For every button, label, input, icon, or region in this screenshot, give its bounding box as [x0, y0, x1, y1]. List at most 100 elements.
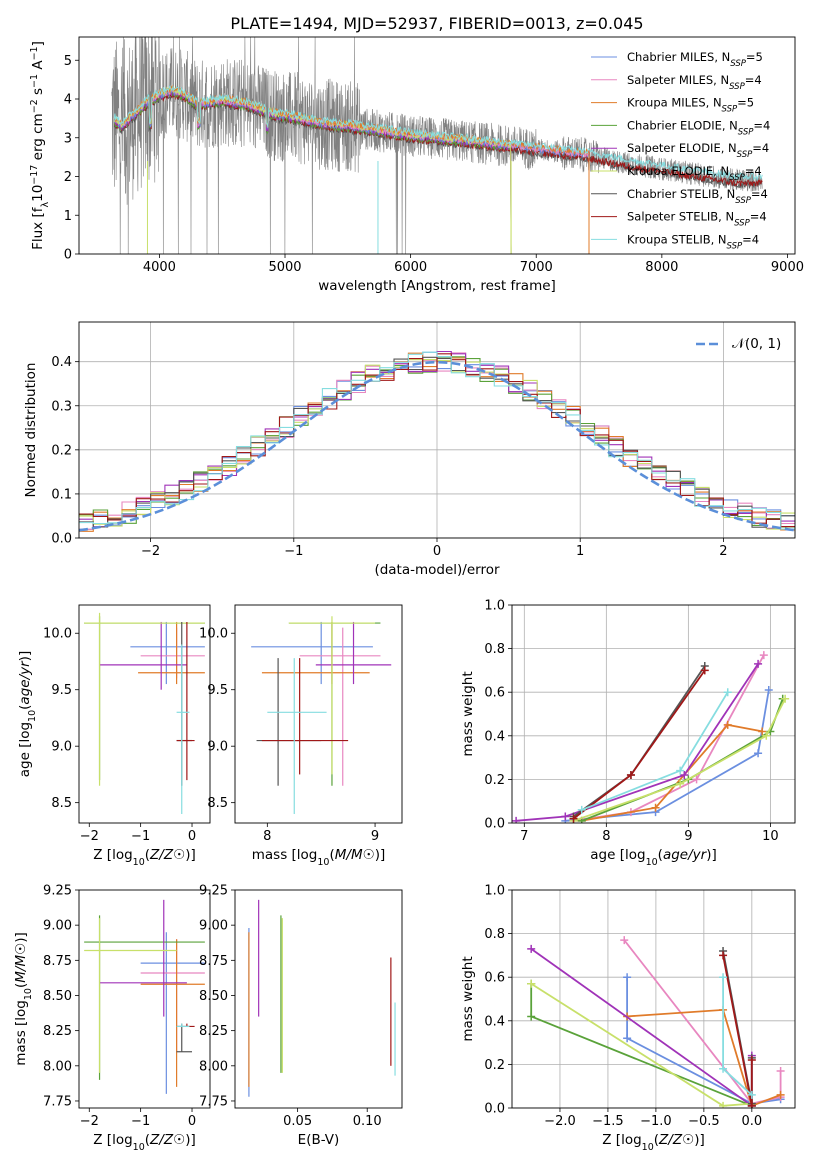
legend-label-main: Chabrier MILES, N: [627, 50, 730, 64]
y-tick-label: 1: [64, 209, 72, 224]
y-tick-label: 8.75: [43, 954, 72, 969]
axes-frame: [511, 604, 796, 824]
mass-weight-kroupa-elodie-line: [573, 698, 787, 822]
mass-weight-salpeter-elodie-line: [516, 663, 759, 822]
panel-mass-vs-Z: −2 −1 07.758.008.258.508.759.009.25Z [log1…: [13, 884, 211, 1153]
x-axis-label: age [log10(age/yr)]: [590, 847, 716, 868]
y-tick-label: 0.4: [484, 729, 505, 744]
y-tick-label: 8.5: [51, 796, 72, 811]
x-tick-label: −2: [80, 829, 99, 844]
y-tick-label: 1.0: [484, 884, 505, 899]
legend-label-main: Salpeter ELODIE, N: [627, 141, 737, 155]
x-axis-label-part: )]: [185, 847, 196, 863]
mass-weight-chabrier-miles-marker: [623, 1034, 632, 1043]
x-axis-label-part: )]: [694, 1132, 705, 1148]
y-axis-label: mass weight: [460, 671, 476, 756]
legend-label-suffix: =5: [737, 96, 754, 110]
mass-weight-kroupa-stelib-marker: [719, 1064, 728, 1073]
mass-weight-salpeter-miles-marker: [692, 775, 701, 784]
x-tick-label: 9000: [771, 260, 804, 275]
mass-weight-chabrier-miles-marker: [764, 686, 773, 695]
legend-label-main: Chabrier STELIB, N: [627, 187, 735, 201]
mass-weight-kroupa-stelib-marker: [747, 1090, 756, 1099]
y-tick-label: 9.0: [207, 740, 228, 755]
y-tick-label: 2: [64, 170, 72, 185]
legend-label-main: Kroupa STELIB, N: [627, 232, 727, 246]
y-tick-label: 0.6: [484, 686, 505, 701]
mass-weight-chabrier-miles-line: [626, 977, 781, 1105]
x-axis-label-part: (: [145, 1132, 150, 1148]
x-axis-label-part: Z/Z☉: [149, 1132, 185, 1148]
y-tick-label: 0.8: [484, 642, 505, 657]
mass-weight-salpeter-stelib-marker: [747, 1101, 756, 1108]
x-tick-label: −0.5: [688, 1114, 720, 1129]
x-tick-label: 6000: [394, 260, 427, 275]
axes-frame: [511, 889, 796, 1109]
mass-weight-chabrier-elodie-line: [581, 698, 784, 822]
mass-weight-kroupa-miles-line: [581, 723, 763, 822]
y-tick-label: 8.50: [199, 989, 228, 1004]
y-axis-label-part: −17: [29, 165, 40, 185]
plot-area: [79, 322, 795, 538]
x-tick-label: 2: [719, 544, 727, 559]
x-axis-label-part: )]: [706, 847, 717, 863]
x-tick-label: 0.0: [741, 1114, 762, 1129]
mass-weight-salpeter-stelib-line: [572, 669, 706, 820]
y-tick-label: 9.25: [199, 884, 228, 899]
x-tick-label: −1: [131, 829, 150, 844]
y-tick-label: 4: [64, 93, 72, 108]
axes-frame: [234, 889, 403, 1109]
mass-weight-kroupa-stelib-marker: [719, 973, 728, 982]
mass-weight-kroupa-elodie-marker: [719, 1101, 728, 1108]
mass-weight-kroupa-miles-line: [627, 1008, 781, 1107]
legend-label-suffix: =4: [742, 232, 759, 246]
x-tick-label: 10: [762, 829, 779, 844]
legend-label: Kroupa ELODIE, NSSP=4: [627, 164, 762, 183]
legend-label-sub: SSP: [735, 196, 751, 206]
y-axis-label-part: 10: [30, 185, 46, 202]
legend-label-main: Chabrier ELODIE, N: [627, 118, 738, 132]
x-tick-label: −1.0: [640, 1114, 672, 1129]
x-tick-label: 0: [188, 1114, 196, 1129]
legend-label-sub: SSP: [730, 59, 746, 69]
mass-weight-salpeter-elodie-marker: [527, 944, 536, 953]
plot-area: [84, 899, 205, 1094]
legend-label-suffix: =4: [750, 210, 767, 224]
x-tick-label: −2.0: [544, 1114, 576, 1129]
x-axis-label-part: E(B-V): [298, 1132, 340, 1148]
y-axis-label-part: M/M☉: [13, 943, 29, 983]
legend-label: Kroupa MILES, NSSP=5: [627, 96, 754, 115]
x-tick-label: 0.10: [353, 1114, 382, 1129]
x-tick-label: 9: [371, 829, 379, 844]
mass-weight-salpeter-elodie-marker: [512, 816, 521, 823]
y-tick-label: 10.0: [199, 627, 228, 642]
x-axis-label: Z [log10(Z/Z☉)]: [93, 847, 195, 868]
plot-area: [512, 890, 795, 1108]
mass-weight-kroupa-miles-marker: [723, 720, 732, 729]
y-tick-label: 8.5: [207, 796, 228, 811]
y-tick-label: 1.0: [484, 599, 505, 614]
x-axis-label-part: Z [log: [93, 847, 132, 863]
y-tick-label: 9.25: [43, 884, 72, 899]
panel-age-vs-mass: 8 9 8.5 9.0 9.5 10.0 mass [log10(M/M☉)]: [199, 604, 403, 868]
legend-label-main: Salpeter MILES, N: [627, 73, 729, 87]
x-tick-label: −2: [80, 1114, 99, 1129]
panel-residuals: −2 −1 0 1 2 0.0 0.1 0.2 0.3 0.4 (data-model)/error…: [23, 321, 796, 578]
mass-weight-chabrier-miles-marker: [623, 973, 632, 982]
y-tick-label: 8.00: [199, 1059, 228, 1074]
legend-label-suffix: =5: [746, 50, 763, 64]
legend-label-sub: SSP: [738, 127, 754, 137]
x-axis-label-part: Z [log: [93, 1132, 132, 1148]
y-tick-label: 8.50: [43, 989, 72, 1004]
legend-label-suffix: =4: [745, 164, 762, 178]
y-tick-label: 0.3: [51, 399, 72, 414]
x-axis-label: E(B-V): [298, 1132, 340, 1148]
x-axis-label: Z [log10(Z/Z☉)]: [93, 1132, 195, 1153]
y-tick-label: 9.0: [51, 740, 72, 755]
mass-weight-salpeter-elodie-marker: [561, 812, 570, 821]
y-axis-label-part: 10: [23, 988, 34, 1000]
y-axis-label-part: −1: [29, 74, 40, 88]
y-tick-label: 9.00: [199, 919, 228, 934]
x-axis-label-part: M/M☉: [335, 847, 375, 863]
